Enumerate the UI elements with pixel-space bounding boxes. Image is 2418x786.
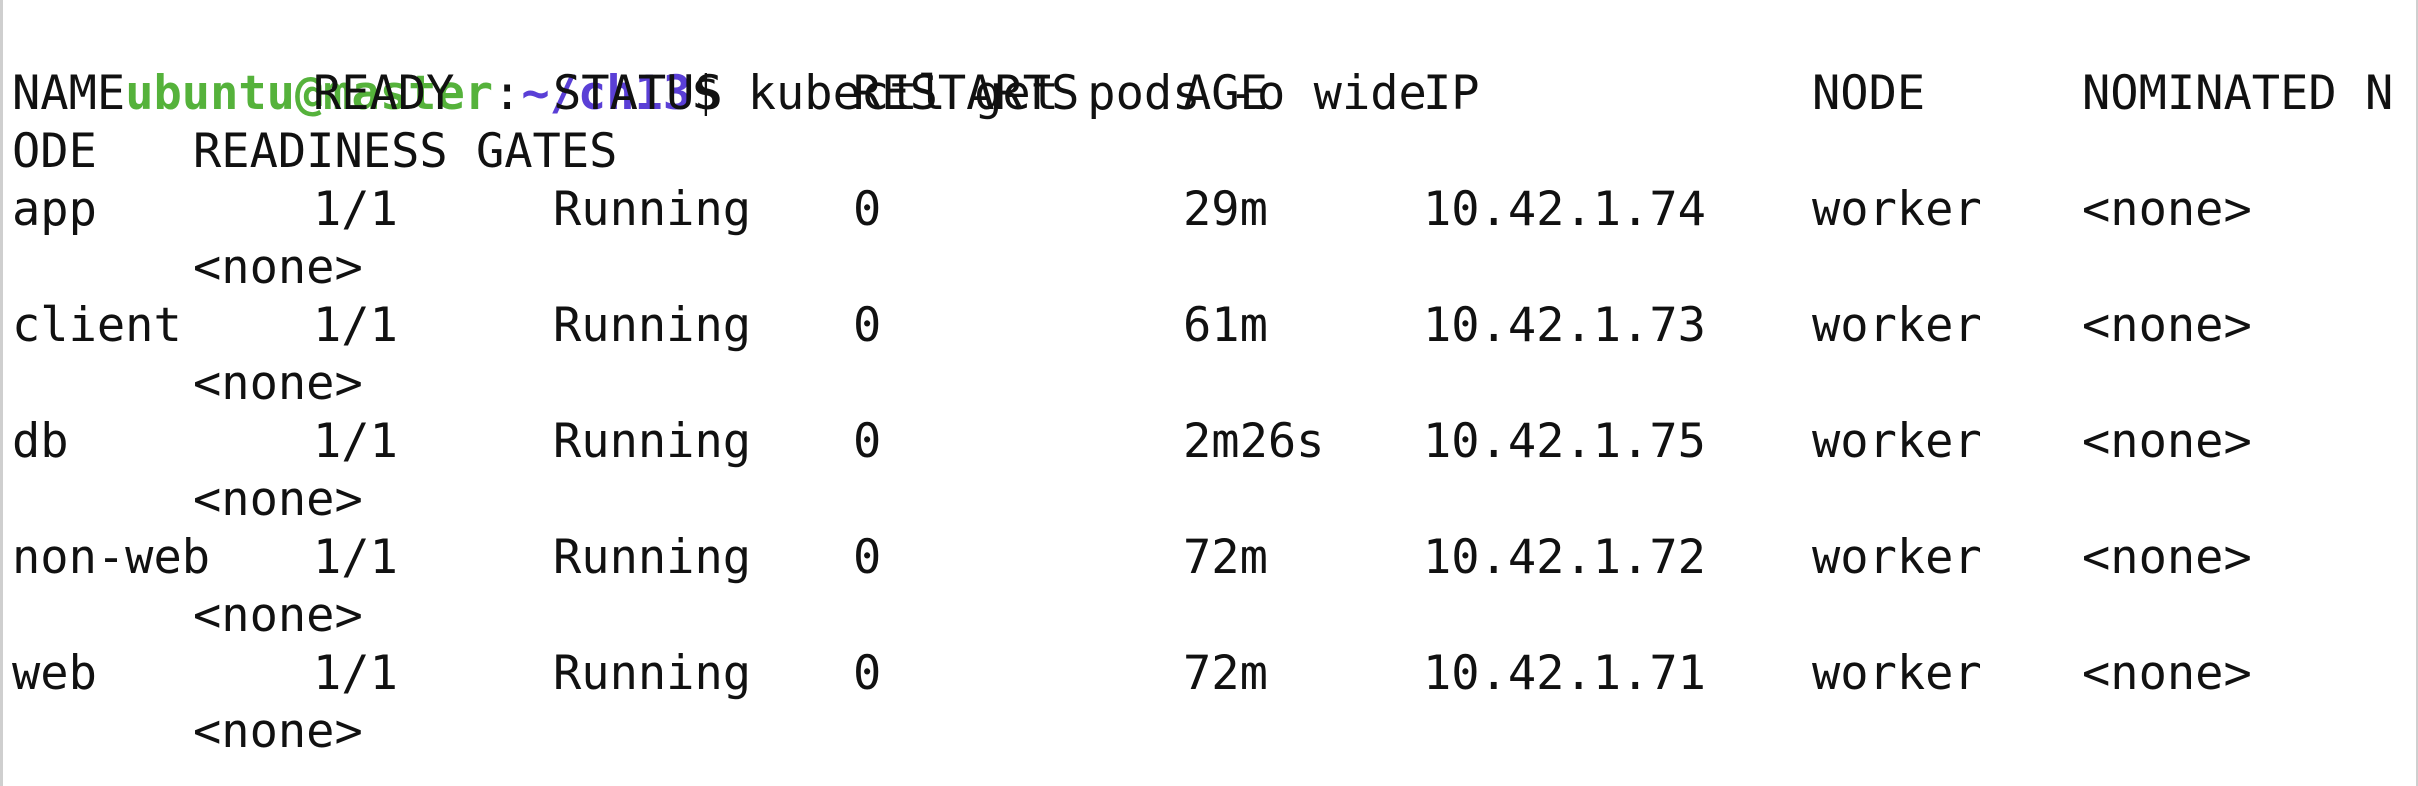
pod-age: 29m [1183, 182, 1268, 237]
pod-status: Running [553, 414, 752, 469]
pod-nominated: <none> [2082, 646, 2252, 701]
pod-name: non-web [12, 530, 211, 585]
command-text: kubectl get pods -o wide [719, 66, 1427, 121]
pod-restarts: 0 [853, 414, 882, 469]
pod-name: app [12, 182, 97, 237]
header-wrap-text: ODE [12, 124, 97, 179]
table-row: db 1/1 Running 0 2m26s 10.42.1.75 worker… [12, 413, 2412, 471]
prompt-user-host: ubuntu@master [125, 66, 494, 121]
header-ready: READY [313, 66, 455, 121]
pod-node: worker [1812, 530, 1982, 585]
pod-ready: 1/1 [313, 298, 398, 353]
table-row-wrap: <none> [12, 703, 2412, 761]
table-row: app 1/1 Running 0 29m 10.42.1.74 worker … [12, 181, 2412, 239]
header-status: STATUS [553, 66, 723, 121]
header-ip: IP [1423, 66, 1480, 121]
pod-restarts: 0 [853, 298, 882, 353]
pod-name: client [12, 298, 182, 353]
table-row: web 1/1 Running 0 72m 10.42.1.71 worker … [12, 645, 2412, 703]
pod-ip: 10.42.1.74 [1423, 182, 1706, 237]
pod-ip: 10.42.1.71 [1423, 646, 1706, 701]
header-restarts: RESTARTS [853, 66, 1080, 121]
pod-nominated: <none> [2082, 530, 2252, 585]
pod-ip: 10.42.1.73 [1423, 298, 1706, 353]
table-row-wrap: <none> [12, 587, 2412, 645]
pod-readiness: <none> [193, 356, 363, 411]
pod-status: Running [553, 646, 752, 701]
pod-name: db [12, 414, 69, 469]
pod-name: web [12, 646, 97, 701]
pod-node: worker [1812, 298, 1982, 353]
table-row: non-web 1/1 Running 0 72m 10.42.1.72 wor… [12, 529, 2412, 587]
header-readiness: READINESS GATES [193, 124, 618, 179]
table-row: client 1/1 Running 0 61m 10.42.1.73 work… [12, 297, 2412, 355]
prompt-separator: : [493, 66, 522, 121]
table-row-wrap: <none> [12, 355, 2412, 413]
terminal-left-border [0, 0, 3, 786]
pod-nominated: <none> [2082, 298, 2252, 353]
pod-ready: 1/1 [313, 182, 398, 237]
pod-readiness: <none> [193, 588, 363, 643]
pod-nominated: <none> [2082, 414, 2252, 469]
pod-node: worker [1812, 182, 1982, 237]
pod-age: 72m [1183, 530, 1268, 585]
pod-age: 61m [1183, 298, 1268, 353]
header-nominated: NOMINATED N [2082, 66, 2394, 121]
pod-age: 72m [1183, 646, 1268, 701]
header-name: NAME [12, 66, 126, 121]
pod-age: 2m26s [1183, 414, 1325, 469]
pod-ip: 10.42.1.72 [1423, 530, 1706, 585]
header-age: AGE [1183, 66, 1268, 121]
pod-nominated: <none> [2082, 182, 2252, 237]
pod-restarts: 0 [853, 530, 882, 585]
pod-node: worker [1812, 414, 1982, 469]
pod-status: Running [553, 298, 752, 353]
pod-readiness: <none> [193, 704, 363, 759]
command-line: ubuntu@master:~/ch13$ kubectl get pods -… [12, 7, 1427, 121]
pod-status: Running [553, 530, 752, 585]
pod-restarts: 0 [853, 182, 882, 237]
table-row-wrap: <none> [12, 471, 2412, 529]
prompt-symbol: $ [691, 66, 720, 121]
pod-node: worker [1812, 646, 1982, 701]
final-prompt-line[interactable]: ubuntu@master:~/ch13$ [12, 752, 753, 786]
table-header: NAME READY STATUS RESTARTS AGE IP NODE N… [12, 65, 2412, 123]
pod-readiness: <none> [193, 472, 363, 527]
pod-ready: 1/1 [313, 530, 398, 585]
terminal-right-border [2416, 0, 2418, 786]
table-row-wrap: <none> [12, 239, 2412, 297]
table-header-wrap: ODE READINESS GATES [12, 123, 2412, 181]
pod-status: Running [553, 182, 752, 237]
prompt-path: ~/ch13 [521, 66, 692, 121]
pod-readiness: <none> [193, 240, 363, 295]
pod-restarts: 0 [853, 646, 882, 701]
pod-ready: 1/1 [313, 646, 398, 701]
header-node: NODE [1812, 66, 1926, 121]
pod-ip: 10.42.1.75 [1423, 414, 1706, 469]
pod-ready: 1/1 [313, 414, 398, 469]
